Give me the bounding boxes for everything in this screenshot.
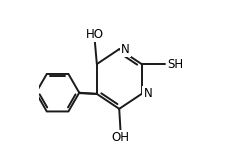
Text: SH: SH <box>167 58 183 71</box>
Text: HO: HO <box>86 28 104 41</box>
Text: N: N <box>143 87 151 100</box>
Text: N: N <box>121 43 129 56</box>
Text: OH: OH <box>111 131 129 144</box>
